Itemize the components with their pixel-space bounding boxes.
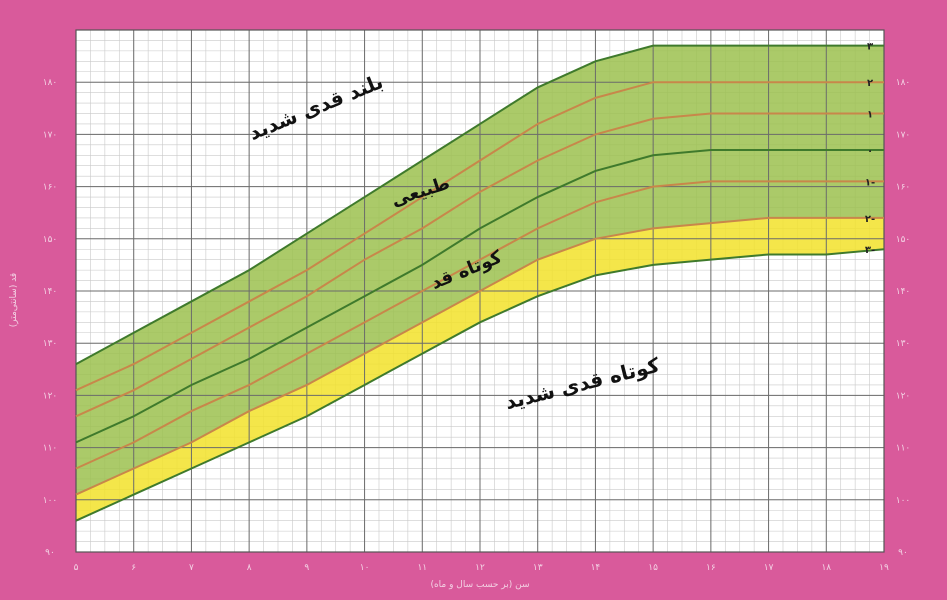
sd-label: ۰ (867, 146, 873, 157)
y-tick-label-right: ۱۶۰ (896, 183, 911, 193)
x-tick-label: ۱۰ (360, 563, 370, 573)
sd-label: ۲- (865, 214, 875, 225)
sd-label: ۱- (865, 177, 875, 188)
y-tick-label-right: ۱۰۰ (896, 496, 911, 506)
x-tick-label: ۱۳ (533, 563, 543, 573)
y-tick-label-right: ۱۵۰ (896, 235, 911, 245)
series-lines (75, 44, 885, 522)
series-line-sd-2 (75, 81, 884, 392)
y-tick-label-left: ۱۵۰ (43, 235, 58, 245)
y-tick-label-right: ۱۴۰ (896, 287, 911, 297)
x-tick-label: ۷ (189, 563, 194, 573)
y-tick-label-right: ۱۳۰ (896, 339, 911, 349)
x-tick-label: ۶ (131, 563, 136, 573)
band--3-to--2 (76, 217, 884, 521)
x-tick-label: ۱۲ (475, 563, 485, 573)
y-axis-label: قد (سانتی‌متر) (9, 273, 19, 327)
plot-border (75, 29, 885, 553)
y-tick-label-right: ۹۰ (898, 548, 908, 558)
x-tick-label: ۵ (74, 563, 79, 573)
y-tick-label-left: ۱۷۰ (43, 130, 58, 140)
x-tick-label: ۹ (304, 563, 309, 573)
y-tick-label-left: ۱۶۰ (43, 183, 58, 193)
y-tick-label-left: ۱۴۰ (43, 287, 58, 297)
x-tick-label: ۱۸ (821, 563, 831, 573)
y-tick-label-right: ۱۱۰ (896, 444, 911, 454)
x-tick-label: ۱۶ (706, 563, 716, 573)
x-axis-label: سن (بر حسب سال و ماه) (430, 580, 529, 590)
series-line-sd--2 (75, 216, 884, 496)
x-tick-label: ۱۷ (764, 563, 774, 573)
series-line-sd-3 (75, 44, 884, 365)
series-line-sd-1 (75, 112, 884, 418)
x-tick-label: ۱۹ (879, 563, 889, 573)
y-tick-label-right: ۱۲۰ (896, 391, 911, 401)
series-line-sd--3 (75, 248, 885, 522)
x-axis-ticks: ۵ ۶ ۷ ۸ ۹ ۱۰ ۱۱ ۱۲ ۱۳ ۱۴ ۱۵ ۱۶ ۱۷ ۱۸ ۱۹ (74, 563, 889, 573)
sd-label: ۳- (865, 245, 875, 256)
y-tick-label-left: ۱۰۰ (43, 496, 58, 506)
series-line-sd-0 (75, 149, 884, 444)
sd-labels: ۳ ۲ ۱ ۰ ۱- ۲- ۳- (865, 42, 875, 257)
y-tick-label-left: ۱۱۰ (43, 444, 58, 454)
y-tick-label-left: ۱۲۰ (43, 391, 58, 401)
x-tick-label: ۱۵ (648, 563, 658, 573)
series-line-sd--1 (75, 180, 884, 470)
x-tick-label: ۱۱ (417, 563, 427, 573)
y-tick-label-left: ۱۳۰ (43, 339, 58, 349)
y-tick-label-left: ۱۸۰ (43, 78, 58, 88)
sd-label: ۲ (867, 78, 873, 89)
sd-label: ۳ (867, 42, 873, 53)
x-tick-label: ۸ (247, 563, 252, 573)
y-tick-label-right: ۱۷۰ (896, 130, 911, 140)
sd-label: ۱ (867, 110, 873, 121)
y-tick-label-left: ۹۰ (45, 548, 55, 558)
y-tick-label-right: ۱۸۰ (896, 78, 911, 88)
x-tick-label: ۱۴ (591, 563, 601, 573)
